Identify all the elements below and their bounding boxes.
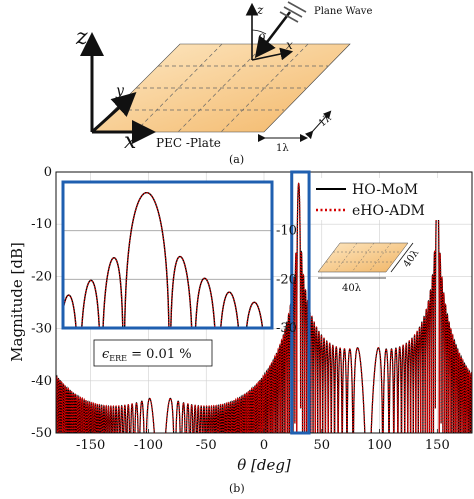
series-ho-mom bbox=[56, 182, 472, 433]
incidence-angle-arc bbox=[251, 29, 267, 35]
wave-z-label: z bbox=[256, 3, 264, 17]
plane-wave-label: Plane Wave bbox=[314, 6, 372, 17]
y-tick-label: 0 bbox=[44, 165, 52, 180]
chart: -150 -100 -50 0 50 100 150 0 -10 -20 -30 -40 -50 θ … bbox=[8, 165, 473, 474]
x-tick-label: -50 bbox=[196, 438, 217, 453]
x-tick-label: 150 bbox=[425, 438, 450, 453]
y-tick-label: -30 bbox=[31, 322, 52, 337]
x-axis-label: x bbox=[124, 129, 137, 154]
y-ticks: 0 -10 -20 -30 -40 -50 bbox=[31, 165, 52, 441]
y-tick-label: -20 bbox=[31, 269, 52, 284]
inset-plate-grid bbox=[326, 242, 401, 273]
inset-dim-width-label: 40λ bbox=[342, 283, 362, 294]
x-axis-title: θ [deg] bbox=[237, 456, 291, 474]
legend-label-eho-adm: eHO-ADM bbox=[352, 203, 425, 219]
y-axis-title: Magnitude [dB] bbox=[8, 242, 26, 362]
y-axis-label: y bbox=[115, 83, 125, 99]
theta-i-label: θi bbox=[258, 32, 268, 48]
zoom-inset-frame bbox=[61, 180, 274, 330]
wave-x-label: x bbox=[286, 38, 293, 52]
zoom-y-ticks: -10 -20 -30 bbox=[276, 224, 297, 336]
dim-arrow-depth bbox=[305, 110, 332, 140]
zoom-inset-background bbox=[63, 182, 272, 328]
plate-grid bbox=[114, 43, 328, 133]
wavefronts bbox=[279, 1, 307, 23]
z-axis-label: z bbox=[75, 25, 88, 50]
y-tick-label: -10 bbox=[31, 217, 52, 232]
y-tick-label: -50 bbox=[31, 426, 52, 441]
y-axis bbox=[90, 91, 137, 134]
dim-label-width: 1λ bbox=[276, 143, 289, 154]
legend-box bbox=[312, 178, 469, 220]
legend-label-ho-mom: HO-MoM bbox=[352, 182, 418, 198]
error-annotation: ϵERE = 0.01 % bbox=[93, 339, 213, 367]
zoom-y-tick-label: -30 bbox=[276, 321, 297, 336]
highlight-box bbox=[290, 170, 311, 435]
x-tick-label: -100 bbox=[134, 438, 163, 453]
error-text: ϵERE = 0.01 % bbox=[102, 347, 192, 363]
wave-direction bbox=[254, 11, 292, 59]
zoom-series-eho-adm bbox=[63, 191, 264, 328]
caption-b: (b) bbox=[229, 482, 245, 495]
caption-a: (a) bbox=[229, 153, 245, 166]
x-tick-label: 100 bbox=[367, 438, 392, 453]
legend: HO-MoM eHO-ADM bbox=[312, 178, 469, 220]
x-ticks: -150 -100 -50 0 50 100 150 bbox=[76, 429, 450, 453]
plate-schematic: z y x z x θi Plane Wave PEC -Plate 1λ 1λ bbox=[75, 1, 372, 154]
dim-label-depth: 1λ bbox=[317, 112, 334, 129]
error-box bbox=[93, 339, 213, 367]
inset-dim-depth bbox=[390, 242, 414, 273]
pec-plate-label: PEC -Plate bbox=[156, 136, 221, 150]
zoom-y-tick-label: -10 bbox=[276, 224, 297, 239]
x-tick-label: -150 bbox=[76, 438, 105, 453]
y-tick-label: -40 bbox=[31, 374, 52, 389]
zoom-y-tick-label: -20 bbox=[276, 272, 297, 287]
x-tick-label: 0 bbox=[260, 438, 268, 453]
x-tick-label: 50 bbox=[314, 438, 331, 453]
zoom-inset: -10 -20 -30 bbox=[61, 180, 297, 336]
